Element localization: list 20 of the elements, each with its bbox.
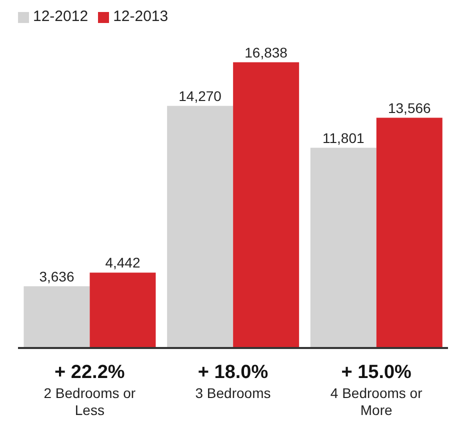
data-label: 3,636 [39,268,74,284]
x-tick-label: 2 Bedrooms or Less [44,385,136,418]
data-label: 16,838 [244,44,288,60]
x-tick-label: 4 Bedrooms or More [330,385,423,418]
text: + 18.0% [198,362,268,383]
bar [90,272,156,348]
bar [376,118,442,348]
bar [233,62,300,348]
text: + 22.2% [54,362,125,383]
data-label: 4,442 [105,254,140,271]
bar [24,286,90,348]
data-label: 14,270 [178,88,222,104]
data-label: 13,566 [388,100,432,116]
bar [167,106,234,348]
legend-label: 12-2013 [113,8,168,25]
legend-label: 12-2012 [33,8,88,25]
x-tick-label: 3 Bedrooms [195,385,271,401]
data-label: 11,801 [322,130,365,146]
bar [310,148,376,348]
text: + 15.0% [341,362,412,383]
